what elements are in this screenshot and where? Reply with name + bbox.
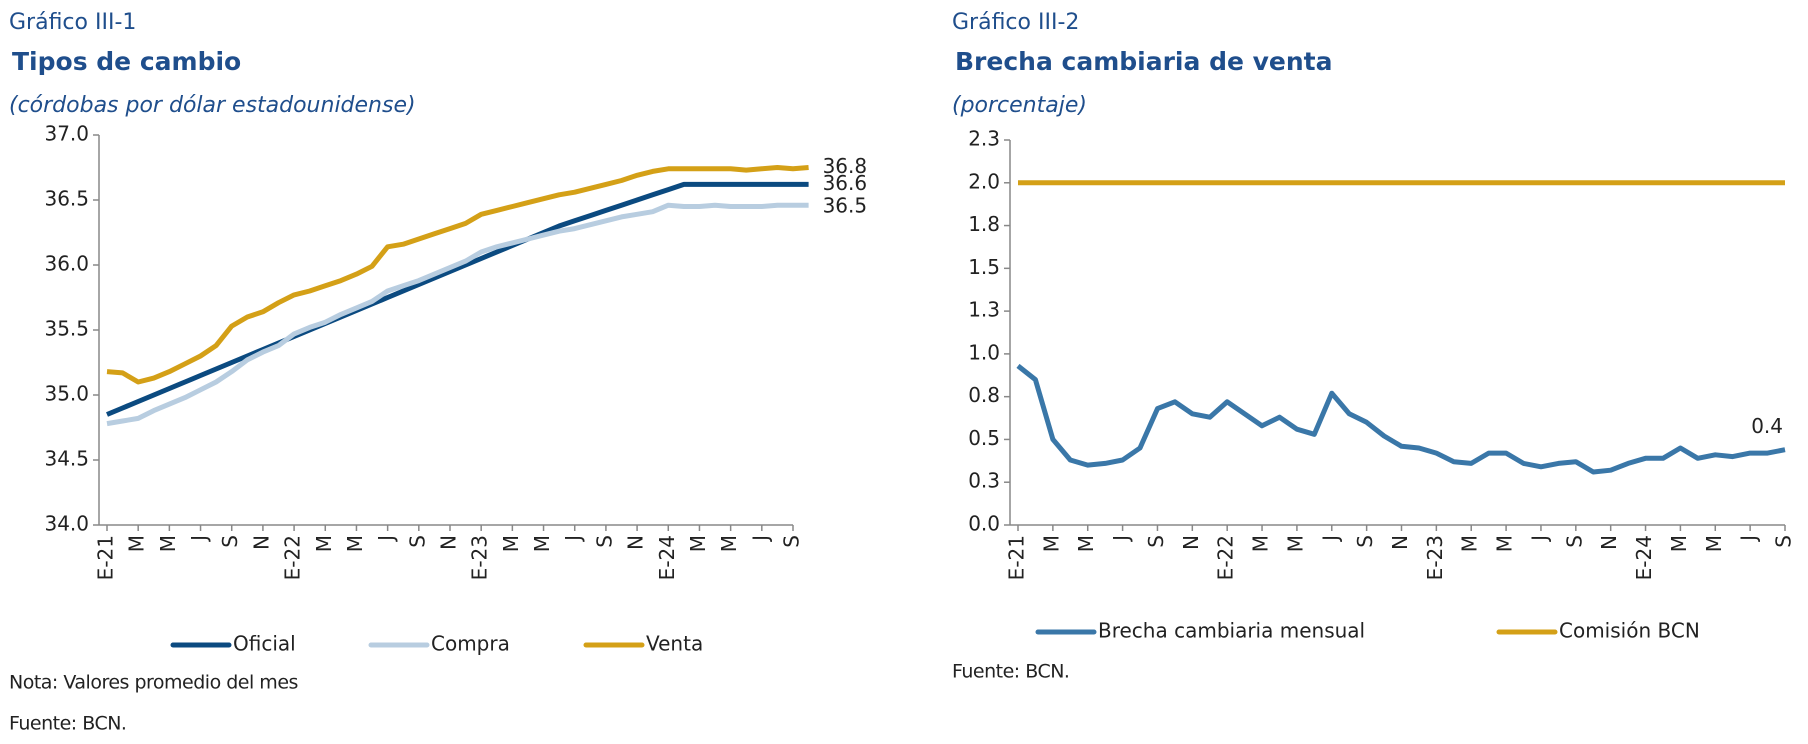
y-tick-label: 1.5 [968,255,1000,279]
chart-label: Gráfico III-2 [952,10,1079,35]
x-tick-label: E-23 [1423,535,1447,580]
x-tick-label: S [405,535,429,548]
legend-label: Oficial [233,632,296,656]
y-tick-label: 34.5 [44,447,89,471]
y-tick-label: 35.5 [44,317,89,341]
y-tick-label: 2.3 [968,127,1000,151]
x-tick-label: J [1737,535,1761,543]
data-label: 0.4 [1751,414,1783,438]
x-tick-label: M [312,535,336,552]
series-line [106,202,809,427]
chart-subtitle: (córdobas por dólar estadounidense) [9,93,416,118]
x-tick-label: N [1388,535,1412,550]
y-tick-label: 0.3 [968,469,1000,493]
x-tick-label: M [1667,535,1691,552]
chart-subtitle: (porcentaje) [952,93,1087,118]
x-tick-label: S [1144,535,1168,548]
data-label: 36.8 [823,154,868,178]
x-tick-label: M [530,535,554,552]
x-tick-label: J [1318,535,1342,543]
x-tick-label: M [1702,535,1726,552]
x-tick-label: M [1283,535,1307,552]
x-tick-label: S [1353,535,1377,548]
y-tick-label: 1.3 [968,298,1000,322]
x-tick-label: M [1458,535,1482,552]
legend-label: Brecha cambiaria mensual [1098,619,1365,643]
x-tick-label: N [437,535,461,550]
y-tick-label: 2.0 [968,169,1000,193]
x-tick-label: J [1109,535,1133,543]
legend-label: Compra [431,632,510,656]
x-tick-label: M [343,535,367,552]
x-tick-label: E-21 [94,535,118,580]
x-tick-label: S [218,535,242,548]
x-tick-label: S [592,535,616,548]
x-tick-label: M [156,535,180,552]
y-tick-label: 1.0 [968,340,1000,364]
x-tick-label: J [561,535,585,543]
series-line [1016,363,1786,475]
legend-label: Comisión BCN [1559,619,1700,643]
x-tick-label: J [748,535,772,543]
x-tick-label: S [1562,535,1586,548]
x-tick-label: N [1179,535,1203,550]
x-tick-label: M [686,535,710,552]
x-tick-label: M [1493,535,1517,552]
series-line [106,165,809,385]
y-tick-label: 36.0 [44,252,89,276]
x-tick-label: N [249,535,273,550]
x-tick-label: J [187,535,211,543]
chart-label: Gráfico III-1 [9,10,136,35]
x-tick-label: S [780,535,804,548]
x-tick-label: J [1527,535,1551,543]
y-tick-label: 34.0 [44,512,89,536]
chart-title: Tipos de cambio [12,47,241,76]
y-tick-label: 0.5 [968,426,1000,450]
y-tick-label: 37.0 [44,122,89,146]
x-tick-label: E-22 [281,535,305,580]
note: Fuente: BCN. [9,713,126,735]
x-tick-label: E-22 [1214,535,1238,580]
y-tick-label: 35.0 [44,382,89,406]
x-tick-label: M [1249,535,1273,552]
y-tick-label: 36.5 [44,187,89,211]
x-tick-label: M [1039,535,1063,552]
x-tick-label: E-21 [1005,535,1029,580]
note: Nota: Valores promedio del mes [9,672,298,694]
data-label: 36.5 [823,194,868,218]
y-tick-label: 1.8 [968,212,1000,236]
x-tick-label: M [1074,535,1098,552]
x-tick-label: E-24 [655,535,679,580]
chart-title: Brecha cambiaria de venta [955,47,1333,76]
x-tick-label: M [717,535,741,552]
x-tick-label: M [499,535,523,552]
data-label: 36.6 [823,171,868,195]
x-tick-label: E-23 [468,535,492,580]
x-tick-label: N [624,535,648,550]
x-tick-label: M [125,535,149,552]
y-tick-label: 0.0 [968,512,1000,536]
legend-label: Venta [646,632,703,656]
y-tick-label: 0.8 [968,383,1000,407]
x-tick-label: J [374,535,398,543]
x-tick-label: N [1597,535,1621,550]
note: Fuente: BCN. [952,661,1069,683]
x-tick-label: E-24 [1632,535,1656,580]
x-tick-label: S [1772,535,1796,548]
series-line [106,181,809,417]
